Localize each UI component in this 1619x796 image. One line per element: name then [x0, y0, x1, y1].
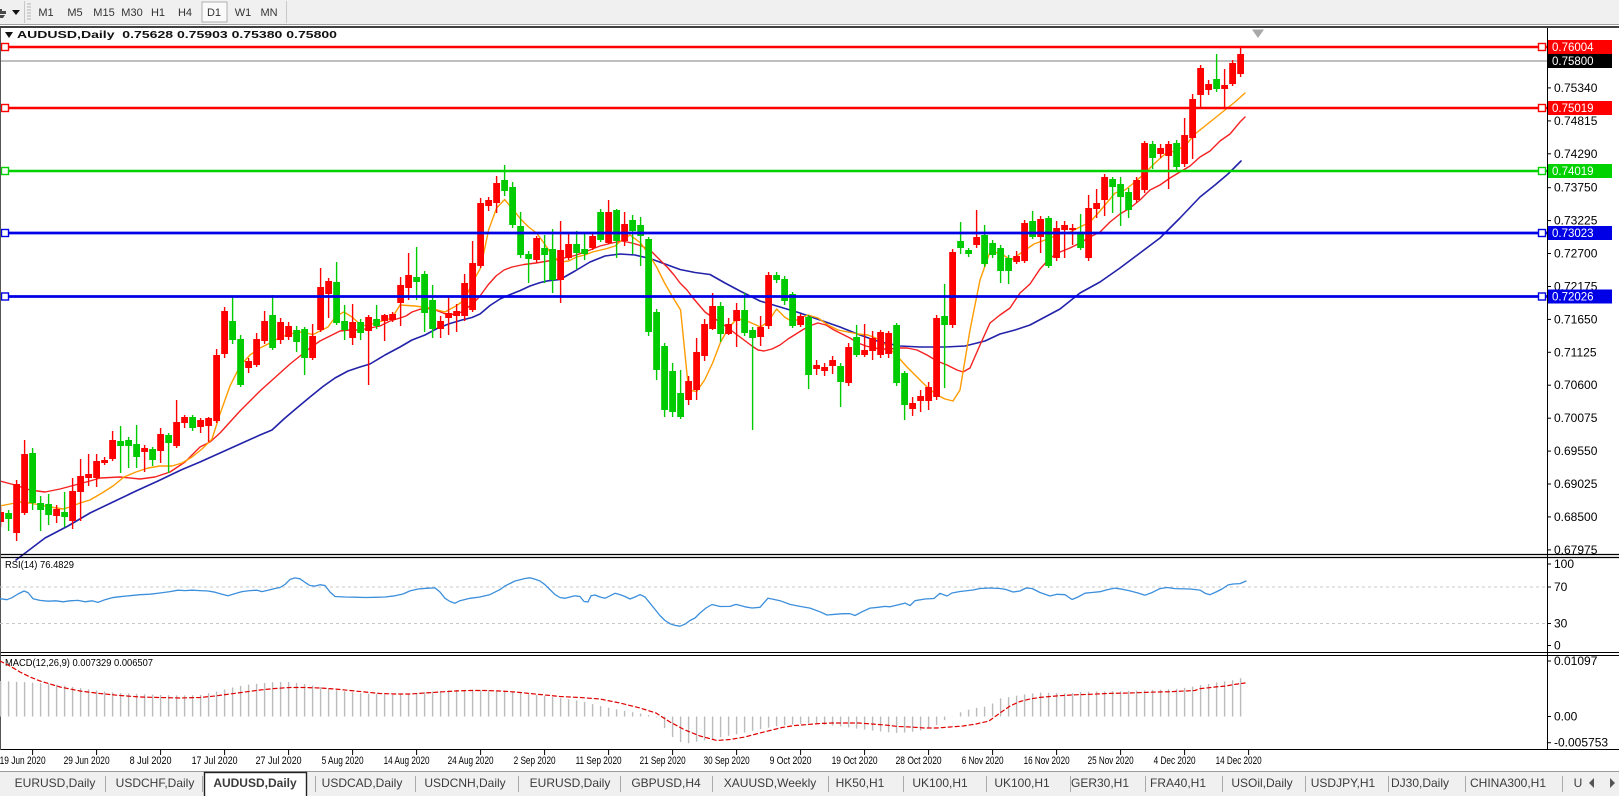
svg-text:2 Sep 2020: 2 Sep 2020	[514, 755, 556, 767]
svg-text:GBPUSD,H4: GBPUSD,H4	[631, 776, 701, 790]
svg-text:USDCAD,Daily: USDCAD,Daily	[322, 776, 403, 790]
svg-text:8 Jul 2020: 8 Jul 2020	[130, 755, 172, 767]
svg-text:USDJPY,H1: USDJPY,H1	[1311, 776, 1376, 790]
svg-text:0.74815: 0.74815	[1554, 114, 1598, 128]
svg-text:0.71650: 0.71650	[1554, 312, 1598, 326]
svg-text:EURUSD,Daily: EURUSD,Daily	[15, 776, 96, 790]
svg-text:0.72026: 0.72026	[1552, 292, 1594, 304]
svg-text:GER30,H1: GER30,H1	[1071, 776, 1129, 790]
svg-text:-0.005753: -0.005753	[1554, 736, 1608, 750]
svg-text:U: U	[1574, 776, 1583, 790]
svg-text:0: 0	[1554, 639, 1561, 653]
svg-text:USDCHF,Daily: USDCHF,Daily	[116, 776, 195, 790]
svg-text:D1: D1	[207, 7, 221, 19]
svg-text:DJ30,Daily: DJ30,Daily	[1391, 776, 1449, 790]
svg-text:USOil,Daily: USOil,Daily	[1231, 776, 1292, 790]
svg-text:100: 100	[1554, 557, 1574, 571]
svg-text:0.75340: 0.75340	[1554, 81, 1598, 95]
svg-text:30: 30	[1554, 617, 1568, 631]
svg-text:0.68500: 0.68500	[1554, 510, 1598, 524]
svg-text:29 Jun 2020: 29 Jun 2020	[64, 755, 110, 767]
svg-text:17 Jul 2020: 17 Jul 2020	[192, 755, 238, 767]
svg-text:H4: H4	[178, 7, 192, 19]
svg-text:19 Jun 2020: 19 Jun 2020	[0, 755, 46, 767]
svg-text:0.70075: 0.70075	[1554, 411, 1598, 425]
svg-text:AUDUSD,Daily 0.75628 0.75903: AUDUSD,Daily 0.75628 0.75903 0.75380 0.7…	[17, 29, 337, 41]
svg-text:5 Aug 2020: 5 Aug 2020	[322, 755, 364, 767]
svg-text:0.69025: 0.69025	[1554, 477, 1598, 491]
svg-text:HK50,H1: HK50,H1	[836, 776, 885, 790]
svg-text:RSI(14) 76.4829: RSI(14) 76.4829	[5, 559, 74, 571]
svg-text:USDCNH,Daily: USDCNH,Daily	[424, 776, 505, 790]
svg-text:14 Dec 2020: 14 Dec 2020	[1216, 755, 1262, 767]
svg-text:16 Nov 2020: 16 Nov 2020	[1024, 755, 1070, 767]
svg-text:19 Oct 2020: 19 Oct 2020	[832, 755, 878, 767]
svg-text:0.75019: 0.75019	[1552, 103, 1594, 115]
svg-text:0.76004: 0.76004	[1552, 42, 1594, 54]
svg-text:UK100,H1: UK100,H1	[912, 776, 968, 790]
svg-text:0.01097: 0.01097	[1554, 654, 1598, 668]
svg-text:FRA40,H1: FRA40,H1	[1150, 776, 1206, 790]
svg-text:0.73225: 0.73225	[1554, 214, 1598, 228]
svg-text:AUDUSD,Daily: AUDUSD,Daily	[213, 776, 297, 790]
svg-text:MN: MN	[260, 7, 277, 19]
svg-text:M5: M5	[67, 7, 82, 19]
svg-text:0.72700: 0.72700	[1554, 247, 1598, 261]
svg-text:0.74290: 0.74290	[1554, 147, 1598, 161]
svg-text:9 Oct 2020: 9 Oct 2020	[770, 755, 812, 767]
svg-text:27 Jul 2020: 27 Jul 2020	[256, 755, 302, 767]
svg-text:XAUUSD,Weekly: XAUUSD,Weekly	[724, 776, 816, 790]
svg-text:M15: M15	[93, 7, 114, 19]
svg-text:14 Aug 2020: 14 Aug 2020	[384, 755, 430, 767]
svg-text:H1: H1	[151, 7, 165, 19]
svg-text:MACD(12,26,9) 0.007329 0.00650: MACD(12,26,9) 0.007329 0.006507	[5, 657, 153, 669]
svg-text:24 Aug 2020: 24 Aug 2020	[448, 755, 494, 767]
svg-text:0.73023: 0.73023	[1552, 228, 1594, 240]
svg-text:0.69550: 0.69550	[1554, 444, 1598, 458]
svg-text:0.70600: 0.70600	[1554, 378, 1598, 392]
svg-text:W1: W1	[235, 7, 252, 19]
svg-text:0.71125: 0.71125	[1554, 345, 1597, 359]
svg-text:EURUSD,Daily: EURUSD,Daily	[530, 776, 611, 790]
svg-text:M1: M1	[38, 7, 53, 19]
svg-text:0.75800: 0.75800	[1552, 56, 1594, 68]
svg-text:CHINA300,H1: CHINA300,H1	[1470, 776, 1546, 790]
svg-text:21 Sep 2020: 21 Sep 2020	[640, 755, 686, 767]
svg-text:0.00: 0.00	[1554, 710, 1578, 724]
svg-text:M30: M30	[121, 7, 142, 19]
svg-text:6 Nov 2020: 6 Nov 2020	[962, 755, 1004, 767]
svg-text:4 Dec 2020: 4 Dec 2020	[1154, 755, 1196, 767]
svg-text:0.67975: 0.67975	[1554, 543, 1598, 557]
svg-text:70: 70	[1554, 580, 1568, 594]
svg-text:0.73750: 0.73750	[1554, 181, 1598, 195]
svg-text:11 Sep 2020: 11 Sep 2020	[576, 755, 622, 767]
svg-text:25 Nov 2020: 25 Nov 2020	[1088, 755, 1134, 767]
svg-text:28 Oct 2020: 28 Oct 2020	[896, 755, 942, 767]
svg-text:0.74019: 0.74019	[1552, 166, 1594, 178]
svg-text:UK100,H1: UK100,H1	[994, 776, 1050, 790]
svg-text:30 Sep 2020: 30 Sep 2020	[704, 755, 750, 767]
